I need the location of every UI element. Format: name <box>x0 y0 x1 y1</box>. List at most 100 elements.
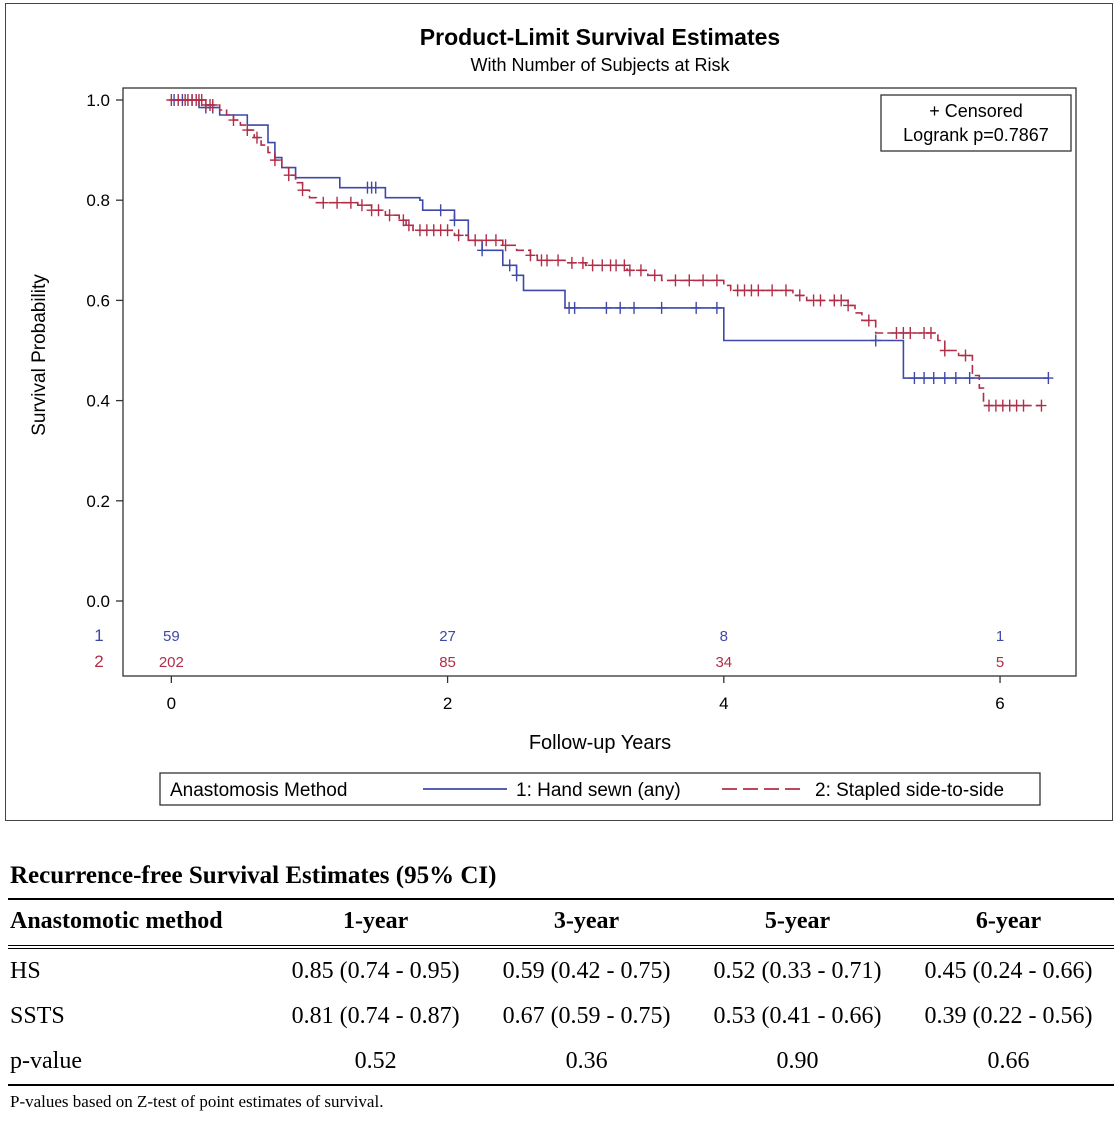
censor-mark <box>542 254 553 267</box>
censor-mark <box>345 196 356 209</box>
censor-mark <box>500 239 511 252</box>
censor-mark <box>553 254 564 267</box>
censor-mark <box>905 326 916 339</box>
column-header: 3-year <box>553 908 620 934</box>
censor-mark <box>566 256 577 269</box>
censor-mark <box>504 259 515 272</box>
censor-mark <box>794 289 805 302</box>
inset-legend-box <box>880 94 1072 152</box>
censor-mark <box>453 229 464 242</box>
y-axis-label: Survival Probability <box>29 274 50 436</box>
censor-mark <box>1043 372 1054 385</box>
censor-mark <box>269 154 280 167</box>
at-risk-count: 5 <box>996 654 1004 671</box>
censor-mark <box>939 344 950 357</box>
censor-mark <box>251 131 262 144</box>
censor-mark <box>960 349 971 362</box>
row-label: HS <box>10 958 41 984</box>
survival-curve-series-2 <box>171 99 1042 407</box>
censor-mark <box>649 269 660 282</box>
censor-mark <box>919 372 930 385</box>
plot-area-frame <box>122 87 1077 677</box>
censor-mark <box>511 269 522 282</box>
legend-box <box>159 772 1041 806</box>
table-header-row: Anastomotic method 1-year 3-year 5-year … <box>8 899 1114 947</box>
legend-title: Anastomosis Method <box>170 780 347 801</box>
censor-mark <box>370 181 381 194</box>
censor-mark <box>525 249 536 262</box>
censor-mark <box>384 209 395 222</box>
censor-mark <box>635 264 646 277</box>
table-row: HS 0.85 (0.74 - 0.95) 0.59 (0.42 - 0.75)… <box>8 947 1114 994</box>
table-cell: 0.52 <box>354 1048 397 1074</box>
y-tick-label: 1.0 <box>86 91 110 110</box>
x-tick-label: 4 <box>719 694 728 713</box>
table-cell: 0.39 (0.22 - 0.56) <box>924 1003 1093 1029</box>
censor-mark <box>577 256 588 269</box>
x-tick-label: 6 <box>995 694 1004 713</box>
y-tick-label: 0.4 <box>86 392 110 411</box>
censor-mark <box>670 274 681 287</box>
table-cell: 0.90 <box>776 1048 819 1074</box>
chart-title: Product-Limit Survival Estimates <box>420 24 780 50</box>
censor-mark <box>767 284 778 297</box>
at-risk-group-label: 1 <box>94 626 103 645</box>
table-cell: 0.67 (0.59 - 0.75) <box>502 1003 671 1029</box>
censor-mark <box>318 196 329 209</box>
censor-mark <box>196 94 207 106</box>
table-cell: 0.66 <box>987 1048 1030 1074</box>
censor-mark <box>939 372 950 385</box>
censor-mark <box>470 234 481 247</box>
logrank-text: Logrank p=0.7867 <box>903 125 1049 145</box>
at-risk-count: 85 <box>439 654 456 671</box>
censor-mark <box>964 372 975 385</box>
legend-label-series-1: 1: Hand sewn (any) <box>516 780 681 801</box>
censor-mark <box>481 234 492 247</box>
censor-mark <box>870 334 881 347</box>
km-chart: Product-Limit Survival Estimates With Num… <box>29 24 1077 806</box>
y-tick-label: 0.6 <box>86 291 110 310</box>
censor-mark <box>629 301 640 314</box>
y-tick-label: 0.2 <box>86 492 110 511</box>
at-risk-count: 8 <box>720 628 728 645</box>
survival-table-block: Recurrence-free Survival Estimates (95% … <box>8 862 1114 1112</box>
column-header: 1-year <box>342 908 409 934</box>
at-risk-count: 202 <box>159 654 184 671</box>
censor-mark <box>863 314 874 327</box>
censor-mark <box>925 326 936 339</box>
censor-mark <box>442 224 453 237</box>
censor-mark <box>684 274 695 287</box>
censor-mark <box>1036 399 1047 412</box>
table-title: Recurrence-free Survival Estimates (95% … <box>10 862 497 889</box>
x-tick-label: 0 <box>167 694 176 713</box>
censor-mark <box>698 274 709 287</box>
censor-mark <box>815 294 826 307</box>
x-axis-label: Follow-up Years <box>529 732 671 754</box>
at-risk-count: 1 <box>996 628 1004 645</box>
at-risk-count: 34 <box>715 654 732 671</box>
table-cell: 0.59 (0.42 - 0.75) <box>502 958 671 984</box>
censor-mark <box>490 234 501 247</box>
censor-mark <box>711 301 722 314</box>
table-footnote: P-values based on Z-test of point estima… <box>10 1092 384 1111</box>
table-cell: 0.45 (0.24 - 0.66) <box>924 958 1093 984</box>
figure-frame <box>5 3 1113 821</box>
censor-mark <box>691 301 702 314</box>
censor-mark <box>753 284 764 297</box>
censor-mark <box>780 284 791 297</box>
censor-mark <box>449 214 460 227</box>
censor-mark <box>843 299 854 312</box>
censor-mark <box>356 199 367 212</box>
censor-mark <box>1018 399 1029 412</box>
column-header: 6-year <box>975 908 1042 934</box>
table-cell: 0.53 (0.41 - 0.66) <box>713 1003 882 1029</box>
censor-mark <box>615 301 626 314</box>
table-cell: 0.36 <box>565 1048 608 1074</box>
censor-mark <box>207 99 218 112</box>
y-tick-label: 0.0 <box>86 592 110 611</box>
table-row: SSTS 0.81 (0.74 - 0.87) 0.67 (0.59 - 0.7… <box>8 994 1114 1039</box>
x-tick-label: 2 <box>443 694 452 713</box>
censor-mark <box>928 372 939 385</box>
row-label: p-value <box>10 1048 82 1074</box>
censor-mark <box>398 214 409 227</box>
